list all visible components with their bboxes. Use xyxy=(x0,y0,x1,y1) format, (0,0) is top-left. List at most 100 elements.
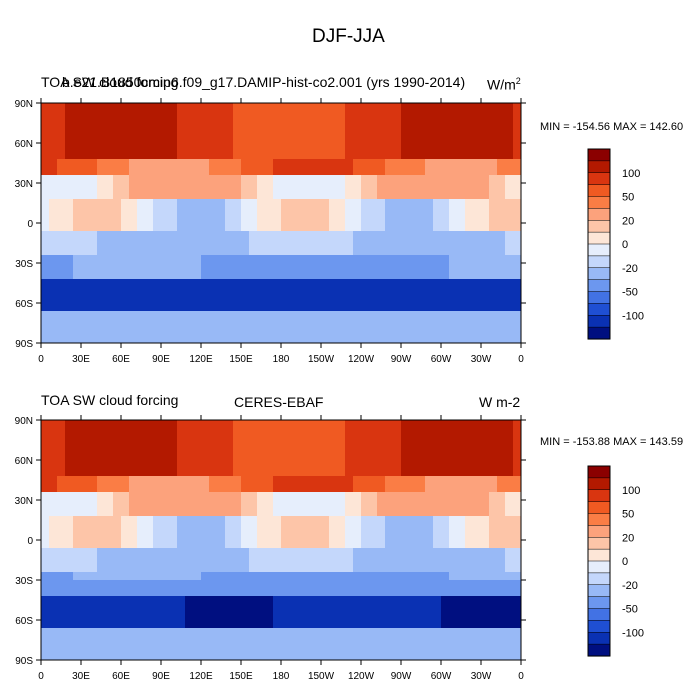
map-cell xyxy=(153,119,162,128)
map-cell xyxy=(89,476,98,485)
map-cell xyxy=(321,199,330,208)
map-cell xyxy=(361,644,370,653)
map-cell xyxy=(377,436,386,445)
map-cell xyxy=(433,476,442,485)
map-cell xyxy=(481,644,490,653)
map-cell xyxy=(441,460,450,469)
map-cell xyxy=(169,492,178,501)
map-cell xyxy=(169,295,178,304)
map-cell xyxy=(273,524,282,533)
map-cell xyxy=(233,311,242,320)
map-cell xyxy=(369,127,378,136)
map-cell xyxy=(217,103,226,112)
map-cell xyxy=(105,484,114,493)
map-cell xyxy=(273,223,282,232)
map-cell xyxy=(73,151,82,160)
map-cell xyxy=(249,628,258,637)
map-cell xyxy=(297,279,306,288)
map-cell xyxy=(201,580,210,589)
map-cell xyxy=(113,548,122,557)
map-cell xyxy=(137,311,146,320)
map-cell xyxy=(217,159,226,168)
map-cell xyxy=(161,303,170,312)
map-cell xyxy=(297,255,306,264)
map-cell xyxy=(161,596,170,605)
map-cell xyxy=(113,468,122,477)
map-cell xyxy=(233,492,242,501)
map-cell xyxy=(457,524,466,533)
map-cell xyxy=(401,588,410,597)
map-cell xyxy=(89,644,98,653)
map-cell xyxy=(81,580,90,589)
colorbar-segment xyxy=(587,291,611,304)
map-cell xyxy=(185,223,194,232)
map-cell xyxy=(241,492,250,501)
map-cell xyxy=(249,492,258,501)
map-cell xyxy=(425,436,434,445)
map-cell xyxy=(241,484,250,493)
map-cell xyxy=(233,460,242,469)
map-cell xyxy=(257,231,266,240)
map-cell xyxy=(81,335,90,344)
map-cell xyxy=(89,255,98,264)
map-cell xyxy=(481,444,490,453)
x-tick-label: 120W xyxy=(348,671,375,682)
map-cell xyxy=(169,564,178,573)
map-cell xyxy=(345,231,354,240)
map-cell xyxy=(185,572,194,581)
map-cell xyxy=(193,215,202,224)
map-cell xyxy=(113,596,122,605)
map-cell xyxy=(505,207,514,216)
map-cell xyxy=(137,612,146,621)
map-cell xyxy=(257,271,266,280)
map-cell xyxy=(265,135,274,144)
map-cell xyxy=(489,135,498,144)
map-cell xyxy=(513,420,522,429)
map-cell xyxy=(433,199,442,208)
y-tick-label: 60S xyxy=(15,299,33,310)
map-cell xyxy=(281,239,290,248)
map-cell xyxy=(297,127,306,136)
map-cell xyxy=(153,484,162,493)
map-cell xyxy=(145,636,154,645)
map-cell xyxy=(257,263,266,272)
map-cell xyxy=(449,420,458,429)
map-cell xyxy=(481,492,490,501)
map-cell xyxy=(329,572,338,581)
map-cell xyxy=(193,271,202,280)
map-cell xyxy=(193,191,202,200)
map-cell xyxy=(457,612,466,621)
map-cell xyxy=(249,239,258,248)
map-cell xyxy=(409,271,418,280)
map-cell xyxy=(81,468,90,477)
map-cell xyxy=(457,183,466,192)
map-cell xyxy=(233,223,242,232)
map-cell xyxy=(433,500,442,509)
map-cell xyxy=(273,199,282,208)
map-cell xyxy=(169,436,178,445)
map-cell xyxy=(289,143,298,152)
map-cell xyxy=(305,580,314,589)
map-cell xyxy=(449,556,458,565)
map-cell xyxy=(217,175,226,184)
map-cell xyxy=(289,500,298,509)
map-cell xyxy=(377,111,386,120)
map-cell xyxy=(401,468,410,477)
map-cell xyxy=(153,223,162,232)
map-cell xyxy=(329,476,338,485)
map-cell xyxy=(169,468,178,477)
map-cell xyxy=(225,476,234,485)
map-cell xyxy=(73,484,82,493)
map-cell xyxy=(417,500,426,509)
map-cell xyxy=(449,311,458,320)
map-cell xyxy=(193,468,202,477)
map-cell xyxy=(313,327,322,336)
map-cell xyxy=(329,556,338,565)
map-cell xyxy=(505,327,514,336)
map-cell xyxy=(489,119,498,128)
map-cell xyxy=(249,612,258,621)
map-cell xyxy=(305,335,314,344)
map-cell xyxy=(225,175,234,184)
map-cell xyxy=(89,111,98,120)
map-cell xyxy=(241,335,250,344)
